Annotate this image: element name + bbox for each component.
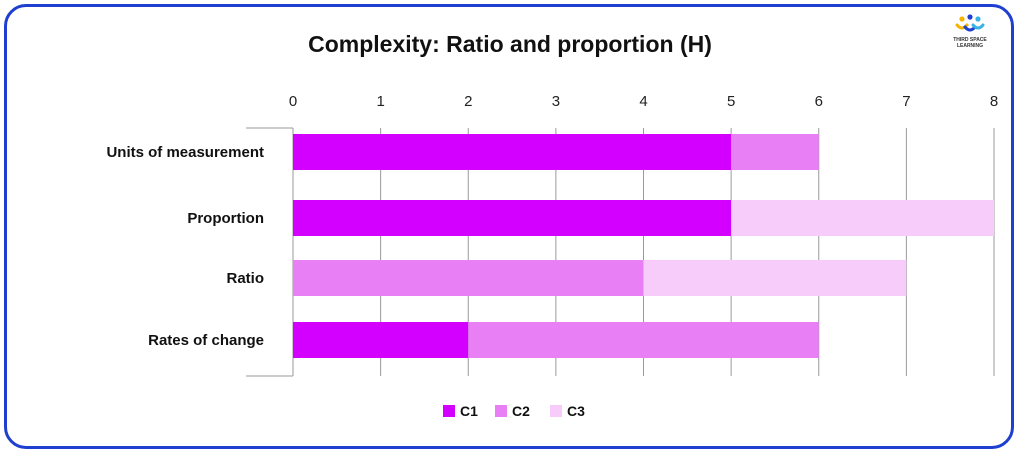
- category-label-3: Rates of change: [148, 332, 264, 349]
- x-tick-label-8: 8: [990, 93, 998, 110]
- chart-title: Complexity: Ratio and proportion (H): [308, 31, 712, 57]
- x-tick-label-4: 4: [639, 93, 647, 110]
- legend-swatch-c1: [443, 405, 455, 417]
- legend-swatch-c3: [550, 405, 562, 417]
- category-label-2: Ratio: [227, 270, 265, 287]
- bar-3-c2: [468, 322, 819, 358]
- logo-text-line1: THIRD SPACE: [953, 37, 987, 43]
- x-tick-label-2: 2: [464, 93, 472, 110]
- x-tick-label-5: 5: [727, 93, 735, 110]
- legend-label-c2: C2: [512, 403, 530, 419]
- bar-2-c2: [293, 260, 644, 296]
- x-tick-label-0: 0: [289, 93, 297, 110]
- bar-3-c1: [293, 322, 469, 358]
- legend-swatch-c2: [495, 405, 507, 417]
- bar-0-c2: [731, 134, 819, 170]
- x-tick-label-6: 6: [815, 93, 823, 110]
- category-axis: [246, 127, 293, 377]
- logo: THIRD SPACE LEARNING: [953, 14, 987, 49]
- logo-dot-blue: [967, 14, 973, 20]
- category-labels: Units of measurement Proportion Ratio Rates…: [106, 144, 264, 349]
- logo-dot-yellow: [959, 16, 965, 22]
- x-tick-label-3: 3: [552, 93, 560, 110]
- legend: C1 C2 C3: [443, 403, 585, 419]
- bar-0-c1: [293, 134, 732, 170]
- bar-2-c3: [643, 260, 907, 296]
- bars: [293, 134, 994, 358]
- logo-text-line2: LEARNING: [957, 43, 983, 49]
- x-tick-label-7: 7: [902, 93, 910, 110]
- bar-1-c1: [293, 200, 732, 236]
- legend-label-c3: C3: [567, 403, 585, 419]
- category-label-0: Units of measurement: [106, 144, 264, 161]
- x-tick-label-1: 1: [376, 93, 384, 110]
- logo-dot-cyan: [975, 16, 981, 22]
- category-label-1: Proportion: [187, 210, 264, 227]
- logo-arc-cyan: [971, 23, 985, 30]
- logo-arc-yellow: [955, 23, 969, 30]
- legend-label-c1: C1: [460, 403, 478, 419]
- x-tick-labels: 0 1 2 3 4 5 6 7 8: [289, 93, 998, 110]
- bar-1-c3: [731, 200, 994, 236]
